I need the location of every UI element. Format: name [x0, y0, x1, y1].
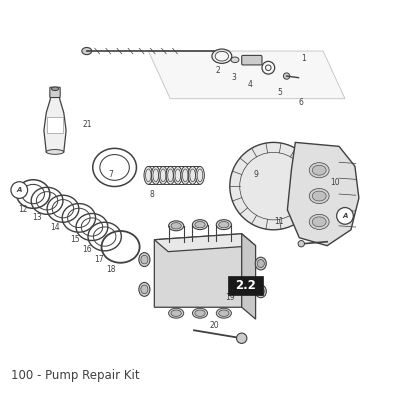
- Text: 2.2: 2.2: [235, 279, 256, 292]
- Ellipse shape: [231, 57, 239, 62]
- Ellipse shape: [195, 310, 205, 316]
- Ellipse shape: [192, 220, 208, 230]
- Text: 19: 19: [225, 293, 235, 302]
- Text: 13: 13: [32, 213, 42, 222]
- Text: 5: 5: [277, 88, 282, 97]
- Text: 8: 8: [150, 190, 155, 198]
- Polygon shape: [242, 234, 256, 319]
- Polygon shape: [154, 234, 242, 307]
- Text: 14: 14: [50, 223, 60, 232]
- Text: 9: 9: [253, 170, 258, 179]
- Ellipse shape: [169, 308, 184, 318]
- Circle shape: [298, 240, 304, 247]
- Ellipse shape: [181, 166, 190, 184]
- Text: 10: 10: [330, 178, 340, 187]
- Ellipse shape: [196, 166, 204, 184]
- Ellipse shape: [151, 166, 160, 184]
- Ellipse shape: [255, 285, 266, 298]
- Ellipse shape: [309, 214, 329, 229]
- Circle shape: [337, 208, 353, 224]
- Ellipse shape: [216, 308, 231, 318]
- Ellipse shape: [257, 260, 264, 268]
- Text: 17: 17: [94, 255, 104, 264]
- Ellipse shape: [174, 166, 182, 184]
- Ellipse shape: [255, 257, 266, 270]
- Text: 11: 11: [275, 217, 284, 226]
- Circle shape: [11, 182, 28, 198]
- Ellipse shape: [159, 166, 168, 184]
- Ellipse shape: [144, 166, 153, 184]
- Polygon shape: [44, 96, 66, 152]
- Ellipse shape: [139, 253, 150, 266]
- Ellipse shape: [141, 255, 148, 264]
- Polygon shape: [148, 51, 345, 99]
- Polygon shape: [154, 234, 256, 252]
- Ellipse shape: [169, 221, 184, 231]
- Text: A: A: [342, 213, 348, 219]
- Text: 12: 12: [18, 206, 28, 214]
- Text: 100 - Pump Repair Kit: 100 - Pump Repair Kit: [11, 369, 140, 382]
- Ellipse shape: [309, 188, 329, 204]
- Text: 20: 20: [209, 321, 219, 330]
- Text: 3: 3: [231, 73, 236, 82]
- Ellipse shape: [82, 48, 92, 55]
- Ellipse shape: [52, 87, 58, 90]
- Ellipse shape: [216, 220, 231, 230]
- Ellipse shape: [141, 285, 148, 294]
- Ellipse shape: [219, 310, 229, 316]
- Text: 2: 2: [216, 66, 220, 76]
- Text: 4: 4: [247, 80, 252, 89]
- FancyBboxPatch shape: [47, 117, 63, 133]
- Text: 1: 1: [301, 54, 306, 64]
- FancyBboxPatch shape: [50, 87, 60, 98]
- Text: A: A: [16, 187, 22, 193]
- Ellipse shape: [171, 223, 181, 229]
- Ellipse shape: [192, 308, 208, 318]
- Ellipse shape: [312, 191, 326, 201]
- FancyBboxPatch shape: [228, 276, 263, 295]
- Text: 6: 6: [299, 98, 304, 107]
- Polygon shape: [287, 142, 359, 246]
- Text: 21: 21: [82, 120, 92, 129]
- Ellipse shape: [312, 217, 326, 227]
- Circle shape: [230, 142, 317, 230]
- Ellipse shape: [139, 282, 150, 296]
- Circle shape: [284, 73, 290, 79]
- Ellipse shape: [257, 287, 264, 295]
- Circle shape: [236, 333, 247, 343]
- Ellipse shape: [171, 310, 181, 316]
- Ellipse shape: [312, 165, 326, 175]
- Text: 18: 18: [106, 265, 115, 274]
- Text: 16: 16: [82, 245, 92, 254]
- Ellipse shape: [219, 222, 229, 228]
- Ellipse shape: [195, 222, 205, 228]
- Ellipse shape: [188, 166, 197, 184]
- Ellipse shape: [309, 163, 329, 178]
- Text: 15: 15: [70, 235, 80, 244]
- Ellipse shape: [46, 150, 64, 154]
- Text: 7: 7: [108, 170, 113, 179]
- FancyBboxPatch shape: [242, 56, 262, 65]
- Ellipse shape: [166, 166, 175, 184]
